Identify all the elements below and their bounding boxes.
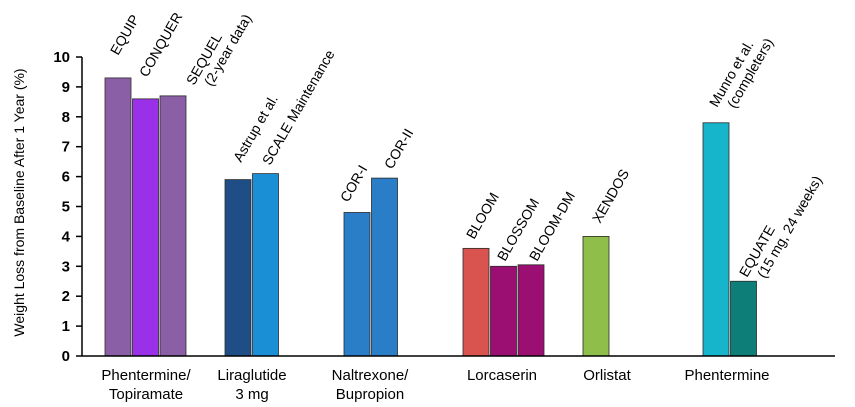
y-tick-label: 4	[62, 228, 71, 245]
bar-label: CONQUER	[136, 10, 186, 80]
category-label-line: Bupropion	[336, 386, 404, 403]
bar-label-line: COR-I	[337, 162, 371, 204]
bar-label: BLOOM	[463, 190, 502, 242]
bar	[702, 122, 730, 357]
y-tick-label: 8	[62, 109, 70, 126]
category-label-line: Naltrexone/	[332, 367, 410, 384]
category-label-line: Phentermine	[684, 367, 769, 384]
bar-label: EQUATE(15 mg, 24 weeks)	[736, 165, 825, 288]
category-label: Naltrexone/Bupropion	[332, 367, 410, 403]
bar-label: Munro et al.(completers)	[706, 27, 777, 117]
y-tick-label: 10	[53, 49, 70, 66]
bar-label-line: EQUIP	[107, 12, 143, 58]
category-label-line: Topiramate	[109, 386, 183, 403]
bar-label: SEQUEL(2-year data)	[183, 3, 255, 95]
bar	[252, 173, 279, 357]
category-label: Phentermine	[684, 367, 769, 384]
bar-label-line: BLOOM	[463, 190, 502, 242]
bar	[582, 235, 610, 357]
bar-label: XENDOS	[589, 166, 632, 225]
bar-label: EQUIP	[107, 12, 143, 58]
bar-label-line: COR-II	[381, 126, 417, 172]
bar-label: COR-II	[381, 126, 417, 172]
y-tick-label: 7	[62, 139, 70, 156]
category-label: Liraglutide 3 mg	[217, 367, 286, 403]
bar-label-line: CONQUER	[136, 10, 186, 80]
bar	[517, 264, 545, 357]
bar	[159, 95, 187, 357]
bar	[104, 77, 132, 357]
category-label-line: Liraglutide	[217, 367, 286, 384]
bar	[490, 265, 517, 357]
y-tick-label: 9	[62, 79, 70, 96]
y-tick-label: 3	[62, 258, 70, 275]
y-tick-label: 6	[62, 169, 70, 186]
category-label-line: Orlistat	[583, 367, 631, 384]
category-label-line: Lorcaserin	[467, 367, 537, 384]
bar	[371, 177, 398, 357]
y-tick-label: 2	[62, 288, 70, 305]
category-label: Lorcaserin	[467, 367, 537, 384]
y-tick-label: 0	[62, 348, 70, 365]
bar	[343, 212, 371, 357]
bar-label-line: XENDOS	[589, 166, 632, 225]
y-tick-label: 5	[62, 199, 70, 216]
bar	[730, 280, 757, 357]
y-axis-title: Weight Loss from Baseline After 1 Year (…	[11, 68, 27, 336]
y-tick-label: 1	[62, 318, 70, 335]
category-label-line: Phentermine/	[101, 367, 191, 384]
category-label: Orlistat	[583, 367, 631, 384]
category-label-line: 3 mg	[235, 386, 268, 403]
bar	[462, 247, 490, 357]
bar-label: COR-I	[337, 162, 371, 204]
bar	[132, 98, 159, 357]
bar	[224, 179, 252, 357]
category-label: Phentermine/Topiramate	[101, 367, 191, 403]
